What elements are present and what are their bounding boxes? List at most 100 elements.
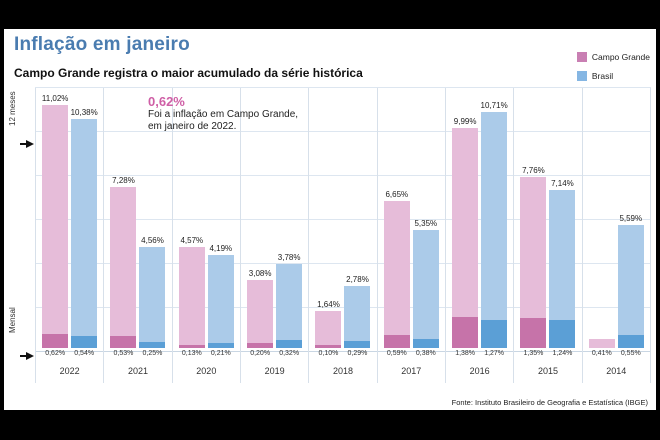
year-label-2021: 2021 xyxy=(127,366,148,377)
monthly-value-label-campo-grande-2016: 1,38% xyxy=(455,349,476,357)
chart-canvas: Inflação em janeiro Campo Grande registr… xyxy=(4,29,656,410)
bar-value-label: 5,35% xyxy=(414,218,438,228)
bar-monthly-segment-brasil-2016 xyxy=(481,319,508,348)
bar-value-label: 10,38% xyxy=(70,108,98,118)
legend-label-campo-grande: Campo Grande xyxy=(591,52,650,62)
bar-monthly-segment-campo-grande-2019 xyxy=(247,343,274,348)
bar-brasil-2022: 10,38% xyxy=(71,108,98,348)
bar-value-label: 4,56% xyxy=(141,236,164,246)
bar-groups: 11,02% 10,38% 0,62% 0,54% 2022 7,28% 4,56% 0,53… xyxy=(35,88,651,383)
legend-item-campo-grande: Campo Grande xyxy=(576,52,650,62)
bar-value-label: 4,57% xyxy=(180,235,204,245)
bar-monthly-segment-brasil-2022 xyxy=(71,335,98,348)
year-group-2016: 9,99% 10,71% 1,38% 1,27% 2016 xyxy=(446,88,515,383)
bar-campo-grande-2017: 6,65% xyxy=(383,190,410,348)
year-label-2019: 2019 xyxy=(264,366,285,377)
bar-campo-grande-2021: 7,28% xyxy=(110,176,137,348)
monthly-value-label-brasil-2014: 0,55% xyxy=(620,349,641,357)
monthly-value-label-brasil-2015: 1,24% xyxy=(552,349,573,357)
year-label-2017: 2017 xyxy=(401,366,422,377)
year-label-2020: 2020 xyxy=(196,366,217,377)
gridline xyxy=(35,307,651,308)
monthly-value-label-brasil-2020: 0,21% xyxy=(210,349,231,357)
monthly-value-label-brasil-2017: 0,38% xyxy=(415,349,436,357)
monthly-value-label-campo-grande-2019: 0,20% xyxy=(250,349,271,357)
year-group-2017: 6,65% 5,35% 0,59% 0,38% 2017 xyxy=(378,88,446,383)
bar-value-label: 7,14% xyxy=(551,179,574,189)
year-label-2015: 2015 xyxy=(537,366,558,377)
bar-campo-grande-2015: 7,76% xyxy=(520,166,547,348)
legend-label-brasil: Brasil xyxy=(591,71,614,81)
bar-value-label: 11,02% xyxy=(41,94,69,104)
bar-brasil-2019: 3,78% xyxy=(276,253,303,348)
chart-subtitle: Campo Grande registra o maior acumulado … xyxy=(14,66,363,80)
x-axis-baseline xyxy=(35,351,651,352)
bar-monthly-segment-brasil-2014 xyxy=(617,335,644,348)
monthly-value-label-brasil-2022: 0,54% xyxy=(74,349,95,357)
monthly-value-label-campo-grande-2020: 0,13% xyxy=(181,349,202,357)
year-label-2018: 2018 xyxy=(332,366,353,377)
bar-value-label: 7,76% xyxy=(522,165,545,175)
annotation-value: 0,62% xyxy=(148,94,185,109)
legend-swatch-brasil-icon xyxy=(576,71,587,81)
axis-label-12-meses: 12 meses xyxy=(8,91,17,126)
year-label-2014: 2014 xyxy=(606,366,627,377)
year-group-2022: 11,02% 10,38% 0,62% 0,54% 2022 xyxy=(35,88,105,383)
bar-value-label: 6,65% xyxy=(385,190,409,200)
bar-brasil-2020: 4,19% xyxy=(207,244,234,348)
bar-brasil-2017: 5,35% xyxy=(412,219,439,348)
year-group-2015: 7,76% 7,14% 1,35% 1,24% 2015 xyxy=(514,88,583,383)
bar-monthly-segment-brasil-2020 xyxy=(207,342,234,348)
bar-chart: 11,02% 10,38% 0,62% 0,54% 2022 7,28% 4,56% 0,53… xyxy=(35,87,651,383)
bar-value-label: 5,59% xyxy=(619,213,643,223)
year-group-2020: 4,57% 4,19% 0,13% 0,21% 2020 xyxy=(173,88,241,383)
monthly-value-label-brasil-2016: 1,27% xyxy=(484,349,505,357)
year-group-2019: 3,08% 3,78% 0,20% 0,32% 2019 xyxy=(241,88,310,383)
monthly-value-label-campo-grande-2015: 1,35% xyxy=(523,349,544,357)
axis-label-mensal: Mensal xyxy=(8,307,17,333)
bar-monthly-segment-brasil-2018 xyxy=(344,341,371,348)
arrow-right-icon xyxy=(20,352,34,360)
bar-monthly-segment-campo-grande-2016 xyxy=(452,317,479,348)
monthly-value-label-campo-grande-2021: 0,53% xyxy=(113,349,134,357)
bar-brasil-2016: 10,71% xyxy=(481,101,508,348)
monthly-value-label-brasil-2018: 0,29% xyxy=(347,349,368,357)
bar-monthly-segment-campo-grande-2022 xyxy=(42,333,69,348)
bar-value-label: 10,71% xyxy=(480,100,508,110)
gridline xyxy=(35,263,651,264)
legend-item-brasil: Brasil xyxy=(576,71,650,81)
year-group-2018: 1,64% 2,78% 0,10% 0,29% 2018 xyxy=(309,88,378,383)
source-credit: Fonte: Instituto Brasileiro de Geografia… xyxy=(451,398,648,407)
annotation-text-line2: em janeiro de 2022. xyxy=(148,121,237,132)
arrow-right-icon xyxy=(20,140,34,148)
bar-brasil-2015: 7,14% xyxy=(549,179,576,348)
bar-monthly-segment-brasil-2021 xyxy=(139,342,166,348)
monthly-value-label-brasil-2021: 0,25% xyxy=(142,349,163,357)
year-group-2014: 5,59% 0,41% 0,55% 2014 xyxy=(583,88,651,383)
monthly-value-label-campo-grande-2014: 0,41% xyxy=(591,349,612,357)
monthly-value-label-campo-grande-2022: 0,62% xyxy=(45,349,66,357)
bar-monthly-segment-campo-grande-2021 xyxy=(110,335,137,348)
year-group-2021: 7,28% 4,56% 0,53% 0,25% 2021 xyxy=(104,88,173,383)
bar-value-label: 7,28% xyxy=(112,176,135,186)
bar-value-label: 3,08% xyxy=(248,268,272,278)
bar-value-label: 9,99% xyxy=(453,116,477,126)
bar-monthly-segment-campo-grande-2018 xyxy=(315,344,342,348)
bar-campo-grande-2016: 9,99% xyxy=(452,117,479,348)
bar-monthly-segment-brasil-2015 xyxy=(549,320,576,348)
bar-campo-grande-2020: 4,57% xyxy=(178,236,205,348)
gridline xyxy=(35,131,651,132)
grid-layer xyxy=(35,87,651,352)
bar-campo-grande-2022: 11,02% xyxy=(42,94,69,348)
year-label-2022: 2022 xyxy=(59,366,80,377)
monthly-value-label-brasil-2019: 0,32% xyxy=(279,349,300,357)
bar-monthly-segment-campo-grande-2020 xyxy=(178,344,205,348)
bar-campo-grande-2019: 3,08% xyxy=(247,269,274,348)
bar-brasil-2018: 2,78% xyxy=(344,275,371,348)
bar-campo-grande-2014 xyxy=(588,338,615,348)
bar-brasil-2014: 5,59% xyxy=(617,214,644,348)
monthly-value-label-campo-grande-2017: 0,59% xyxy=(386,349,407,357)
gridline xyxy=(35,219,651,220)
annotation-text-line1: Foi a inflação em Campo Grande, xyxy=(148,109,299,120)
